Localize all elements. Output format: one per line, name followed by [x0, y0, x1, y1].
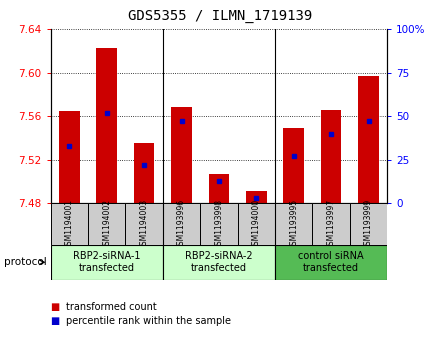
Text: control siRNA
transfected: control siRNA transfected	[298, 252, 364, 273]
Text: percentile rank within the sample: percentile rank within the sample	[66, 316, 231, 326]
Bar	[134, 143, 154, 203]
Text: GSM1193999: GSM1193999	[364, 199, 373, 250]
Bar	[246, 191, 267, 203]
Bar	[209, 174, 229, 203]
Text: GSM1194003: GSM1194003	[139, 199, 149, 250]
Bar	[283, 128, 304, 203]
Text: GSM1193996: GSM1193996	[177, 199, 186, 250]
Text: GSM1194000: GSM1194000	[252, 199, 261, 250]
Bar	[321, 110, 341, 203]
Text: GDS5355 / ILMN_1719139: GDS5355 / ILMN_1719139	[128, 9, 312, 23]
Bar	[96, 48, 117, 203]
Text: ■: ■	[51, 302, 60, 312]
Text: GSM1193995: GSM1193995	[289, 199, 298, 250]
Bar	[350, 203, 387, 245]
Text: GSM1193997: GSM1193997	[326, 199, 336, 250]
Bar	[238, 203, 275, 245]
Text: GSM1194001: GSM1194001	[65, 199, 74, 250]
Bar	[51, 245, 163, 280]
Text: GSM1193998: GSM1193998	[214, 199, 224, 250]
Bar	[358, 76, 379, 203]
Bar	[275, 245, 387, 280]
Bar	[59, 111, 80, 203]
Bar	[163, 203, 200, 245]
Bar	[171, 107, 192, 203]
Text: protocol: protocol	[4, 257, 47, 267]
Bar	[275, 203, 312, 245]
Text: RBP2-siRNA-2
transfected: RBP2-siRNA-2 transfected	[185, 252, 253, 273]
Bar	[312, 203, 350, 245]
Text: transformed count: transformed count	[66, 302, 157, 312]
Bar	[125, 203, 163, 245]
Text: ■: ■	[51, 316, 60, 326]
Bar	[200, 203, 238, 245]
Bar	[163, 245, 275, 280]
Text: RBP2-siRNA-1
transfected: RBP2-siRNA-1 transfected	[73, 252, 140, 273]
Text: GSM1194002: GSM1194002	[102, 199, 111, 250]
Bar	[51, 203, 88, 245]
Bar	[88, 203, 125, 245]
